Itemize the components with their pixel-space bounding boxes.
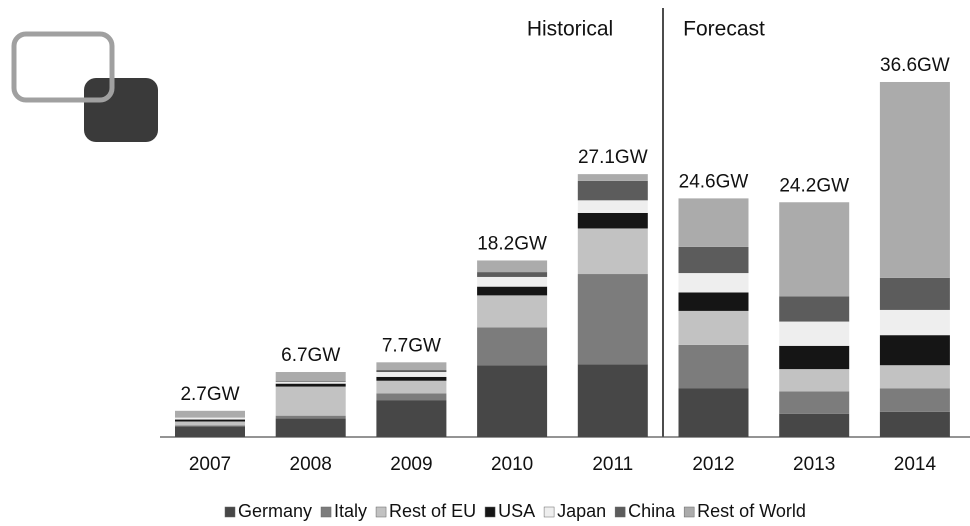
bar-segment [577, 228, 648, 275]
bar-segment [376, 370, 447, 373]
bar-segment [678, 198, 749, 247]
legend-label: Germany [238, 501, 312, 521]
legend-swatch [224, 506, 236, 518]
total-label: 18.2GW [477, 233, 547, 254]
bar-segment [376, 372, 447, 377]
bar-segment [678, 292, 749, 311]
x-tick-label: 2008 [290, 454, 332, 475]
legend-swatch [614, 506, 626, 518]
bar-segment [175, 421, 245, 426]
bar-segment [779, 321, 850, 346]
bar-segment [376, 376, 447, 381]
bar-segment [577, 212, 648, 229]
bar-segment [477, 327, 548, 366]
x-tick-label: 2014 [894, 454, 937, 475]
logo-outline-square [11, 31, 115, 103]
bar-segment [779, 345, 850, 370]
bar-segment [477, 272, 548, 277]
bar-segment [477, 286, 548, 296]
bar-segment [779, 413, 850, 437]
bar-segment [577, 200, 648, 213]
annotation-forecast: Forecast [683, 18, 765, 41]
bar-segment [175, 425, 245, 427]
bar-segment [477, 276, 548, 287]
x-tick-label: 2009 [390, 454, 432, 475]
bar-segment [275, 415, 346, 419]
bar-segment [678, 310, 749, 345]
total-label: 2.7GW [180, 384, 239, 405]
bar-segment [275, 380, 346, 382]
legend-swatch [484, 506, 496, 518]
bar-segment [577, 274, 648, 365]
logo-dark-square [84, 78, 158, 142]
x-tick-label: 2012 [692, 454, 734, 475]
bar-segment [678, 388, 749, 437]
total-label: 7.7GW [382, 335, 441, 356]
bar-segment [779, 369, 850, 392]
bar-segment [779, 391, 850, 414]
bar-segment [477, 295, 548, 328]
legend-label: China [628, 501, 676, 521]
bar-segment [175, 419, 245, 422]
total-label: 24.2GW [779, 175, 849, 196]
bar-segment [376, 393, 447, 401]
bar-segment [275, 381, 346, 384]
total-label: 24.6GW [679, 171, 749, 192]
legend-label: USA [498, 501, 535, 521]
bar-segment [879, 411, 950, 437]
bar-segment [275, 372, 346, 381]
bar-segment [376, 362, 447, 371]
legend-label: Japan [557, 501, 606, 521]
bar-segment [879, 309, 950, 336]
total-label: 36.6GW [880, 55, 950, 76]
annotation-historical: Historical [527, 18, 613, 41]
x-tick-label: 2007 [189, 454, 231, 475]
bar-segment [879, 335, 950, 366]
bar-segment [879, 388, 950, 412]
legend-label: Rest of EU [389, 501, 476, 521]
bar-segment [275, 418, 346, 437]
x-tick-label: 2010 [491, 454, 533, 475]
bar-segment [779, 296, 850, 322]
bar-segment [678, 246, 749, 274]
bar-segment [175, 417, 245, 420]
legend-swatch [543, 506, 555, 518]
bar-segment [376, 380, 447, 394]
x-tick-label: 2013 [793, 454, 835, 475]
bar-segment [678, 344, 749, 389]
bar-segment [879, 365, 950, 389]
bar-segment [175, 426, 245, 437]
bar-segment [275, 386, 346, 416]
bar-segment [577, 180, 648, 201]
bar-segment [678, 273, 749, 293]
bar-segment [879, 277, 950, 310]
legend-swatch [375, 506, 387, 518]
legend-label: Italy [334, 501, 367, 521]
legend-swatch [683, 506, 695, 518]
bar-segment [376, 400, 447, 437]
bar-segment [175, 410, 245, 418]
bar-segment [779, 202, 850, 297]
bar-segment [577, 174, 648, 181]
total-label: 27.1GW [578, 147, 648, 168]
bar-segment [477, 365, 548, 437]
bar-segment [477, 260, 548, 273]
legend-swatch [320, 506, 332, 518]
x-tick-label: 2011 [592, 454, 633, 475]
bar-segment [879, 81, 950, 278]
bar-segment [577, 364, 648, 437]
total-label: 6.7GW [281, 345, 340, 366]
bar-segment [275, 383, 346, 387]
legend-label: Rest of World [697, 501, 806, 521]
